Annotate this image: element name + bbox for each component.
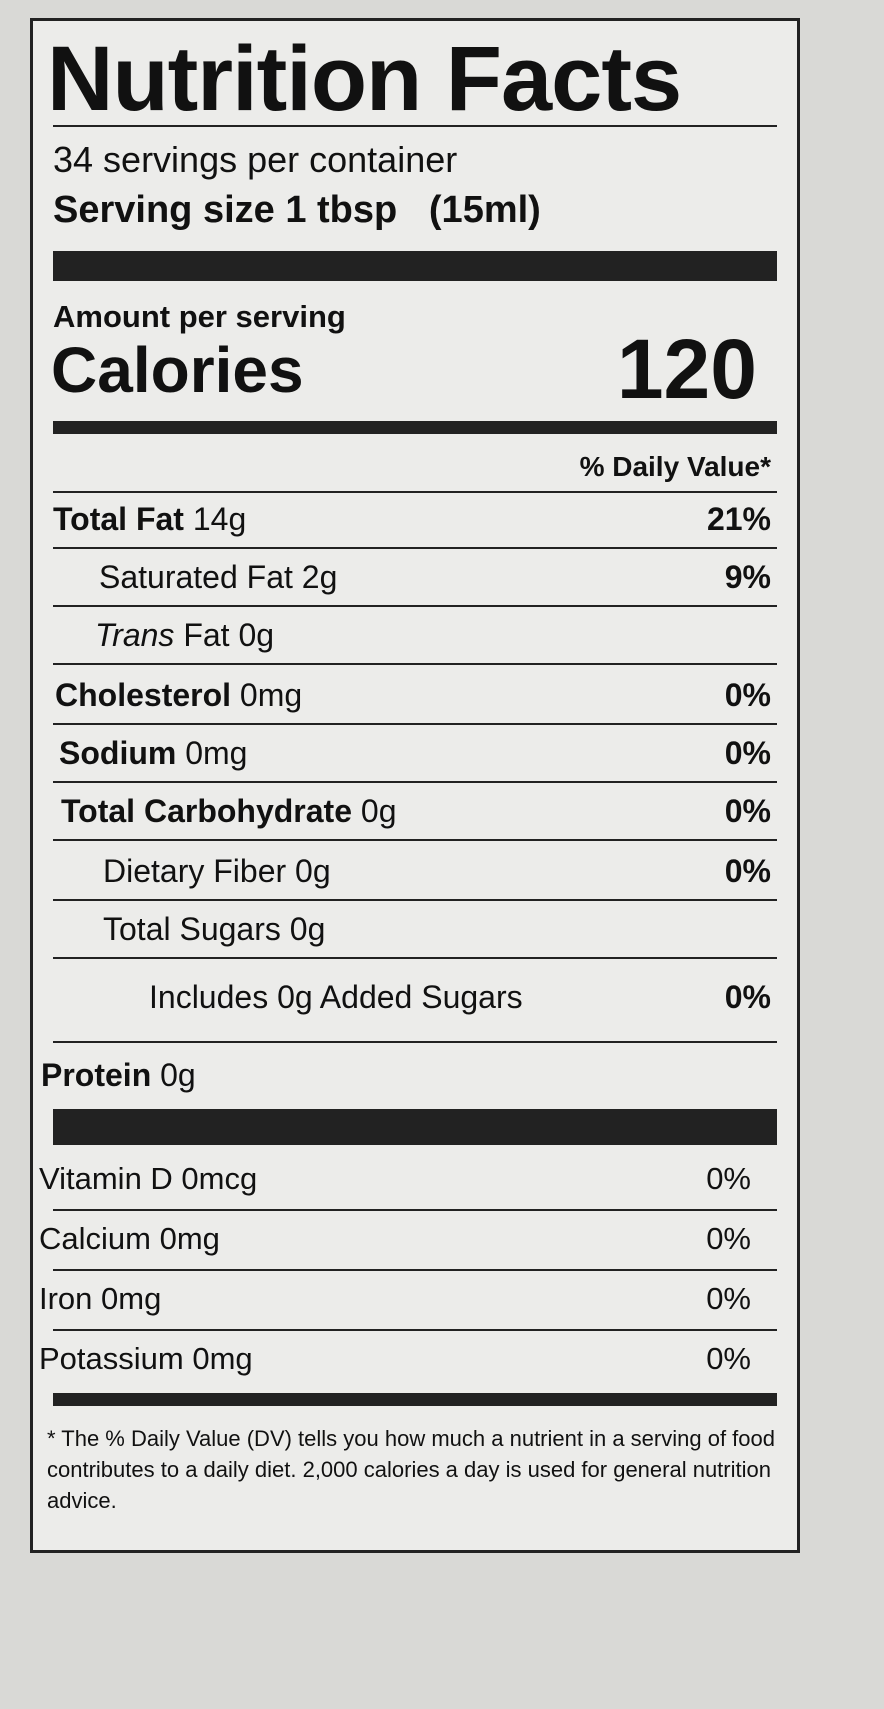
nutrient-row: Protein 0g [41,1057,196,1094]
nutrient-row: Trans Fat 0g [95,617,274,654]
nutrient-name: Total Sugars [103,911,281,947]
nutrient-amount: 14g [192,501,247,537]
nutrient-name: Total Fat [53,501,184,537]
thick-divider [53,1393,777,1406]
nutrient-row: Total Fat 14g [53,501,246,538]
vitamin-daily-value: 0% [706,1161,751,1196]
divider [53,663,777,665]
nutrient-name: Dietary Fiber [103,853,287,889]
divider [53,1041,777,1043]
divider [53,781,777,783]
divider [53,1269,777,1271]
nutrient-row: Total Sugars 0g [103,911,325,948]
nutrient-name: Trans [95,617,175,653]
divider [53,125,777,127]
calories-label: Calories [51,334,304,406]
vitamin-daily-value: 0% [706,1341,751,1376]
nutrient-row: Saturated Fat 2g [99,559,337,596]
divider [53,547,777,549]
nutrient-name: Protein [41,1057,152,1093]
nutrient-name: Saturated Fat [99,559,293,595]
nutrient-name: Cholesterol [55,677,232,713]
vitamin-name: Potassium 0mg [39,1341,253,1376]
nutrient-daily-value: 0% [724,979,771,1015]
thick-divider [53,1109,777,1145]
nutrient-row: Cholesterol 0mg [55,677,302,714]
divider [53,1209,777,1211]
calories-value: 120 [616,322,757,416]
serving-size-label: Serving size [53,189,275,231]
nutrient-row: Includes 0g Added Sugars [149,979,523,1016]
vitamin-name: Vitamin D 0mcg [39,1161,258,1196]
divider [53,723,777,725]
nutrient-daily-value: 0% [724,735,771,771]
vitamin-daily-value: 0% [706,1221,751,1256]
nutrient-name: Includes 0g Added Sugars [149,979,523,1015]
nutrient-daily-value: 0% [724,677,771,713]
nutrient-daily-value: 0% [724,793,771,829]
divider [53,957,777,959]
footnote: * The % Daily Value (DV) tells you how m… [47,1426,775,1513]
nutrient-daily-value: 9% [724,559,771,595]
nutrient-name: Sodium [59,735,177,771]
nutrient-amount: 0g [295,853,331,889]
serving-size-value: 1 tbsp (15ml) [285,189,541,231]
serving-size: Serving size 1 tbsp (15ml) [53,189,541,232]
nutrient-row: Sodium 0mg [59,735,247,772]
nutrient-row: Total Carbohydrate 0g [61,793,396,830]
thick-divider [53,251,777,281]
amount-per-serving: Amount per serving [53,299,346,334]
nutrient-name: Total Carbohydrate [61,793,352,829]
thick-divider [53,421,777,434]
nutrition-facts-label: Nutrition Facts 34 servings per containe… [30,18,800,1553]
nutrient-amount: 0g [289,911,326,947]
nutrient-amount: 0mg [239,677,303,713]
nutrient-amount: 0g [238,617,275,653]
divider [53,899,777,901]
vitamin-daily-value: 0% [706,1281,751,1316]
divider [53,491,777,493]
nutrient-amount: 0g [360,793,397,829]
nutrient-amount: 0g [160,1057,196,1093]
servings-per-container: 34 servings per container [53,139,458,180]
vitamin-name: Iron 0mg [39,1281,162,1316]
nutrient-amount: 2g [301,559,338,595]
divider [53,1329,777,1331]
divider [53,605,777,607]
nutrient-name-rest: Fat [183,617,230,653]
vitamin-name: Calcium 0mg [39,1221,220,1256]
nutrient-amount: 0mg [185,735,248,771]
divider [53,839,777,841]
daily-value-header: % Daily Value* [579,451,771,482]
nutrient-daily-value: 0% [724,853,771,889]
title: Nutrition Facts [47,28,682,130]
nutrient-daily-value: 21% [706,501,771,537]
nutrient-row: Dietary Fiber 0g [103,853,331,890]
